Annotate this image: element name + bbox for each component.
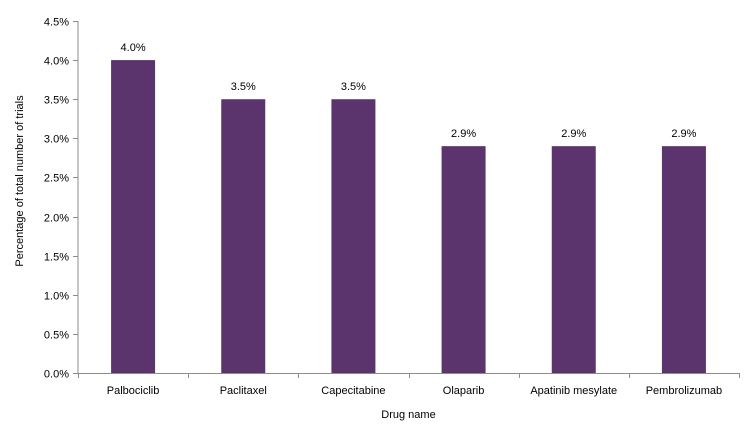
data-labels: 4.0% 3.5% 3.5% 2.9% 2.9% 2.9%	[121, 42, 697, 140]
x-tick-label: Apatinib mesylate	[530, 385, 617, 397]
bar-capecitabine	[331, 99, 376, 373]
data-label: 2.9%	[451, 128, 476, 140]
data-label: 4.0%	[121, 42, 146, 54]
x-tick-label: Pembrolizumab	[646, 385, 722, 397]
y-tick-label: 2.0%	[44, 213, 69, 225]
bar-paclitaxel	[221, 99, 266, 373]
y-tick-label: 2.5%	[44, 173, 69, 185]
bars	[111, 60, 706, 373]
bar-apatinib-mesylate	[551, 146, 596, 373]
bar-pembrolizumab	[661, 146, 706, 373]
y-tick-label: 1.5%	[44, 252, 69, 264]
x-tick-label: Paclitaxel	[220, 385, 267, 397]
y-tick-label: 0.0%	[44, 369, 69, 381]
data-label: 2.9%	[561, 128, 586, 140]
x-tick-label: Olaparib	[443, 385, 485, 397]
y-tick-label: 4.0%	[44, 56, 69, 68]
y-tick-label: 4.5%	[44, 17, 69, 29]
data-label: 2.9%	[671, 128, 696, 140]
data-label: 3.5%	[231, 81, 256, 93]
x-tick-label: Capecitabine	[321, 385, 385, 397]
y-tick-label: 0.5%	[44, 330, 69, 342]
x-axis: Palbociclib Paclitaxel Capecitabine Olapari…	[78, 373, 740, 397]
data-label: 3.5%	[341, 81, 366, 93]
y-tick-label: 3.5%	[44, 95, 69, 107]
y-tick-label: 3.0%	[44, 134, 69, 146]
y-axis-title: Percentage of total number of trials	[14, 95, 26, 267]
y-tick-label: 1.0%	[44, 291, 69, 303]
y-axis: 0.0% 0.5% 1.0% 1.5% 2.0% 2.5% 3.0% 3.5% 4.0% 4.5%	[44, 17, 79, 381]
x-tick-label: Palbociclib	[107, 385, 160, 397]
bar-palbociclib	[111, 60, 156, 373]
x-axis-title: Drug name	[381, 409, 435, 421]
bar-olaparib	[441, 146, 486, 373]
